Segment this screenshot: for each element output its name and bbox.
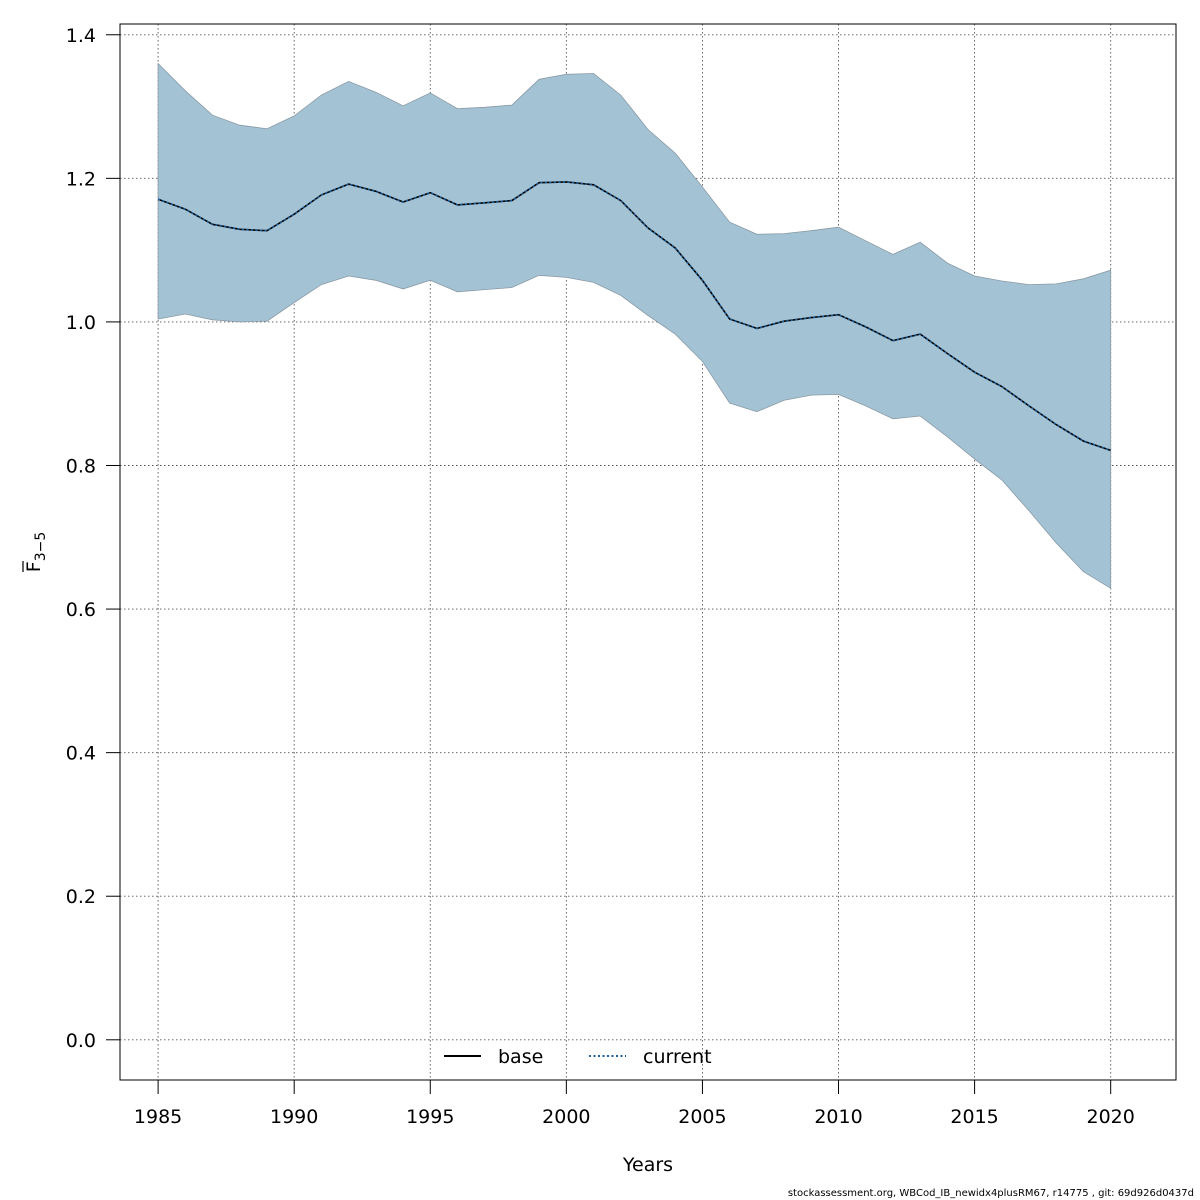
- x-tick-label: 1995: [406, 1106, 454, 1128]
- x-tick-label: 2005: [678, 1106, 726, 1128]
- y-tick-label: 1.4: [66, 25, 96, 47]
- y-axis: 0.0 0.2 0.4 0.6 0.8 1.0 1.2 1.4: [66, 25, 120, 1052]
- y-axis-title-sub: 3−5: [33, 532, 49, 562]
- legend-current-label: current: [643, 1046, 712, 1068]
- x-tick-label: 2015: [950, 1106, 998, 1128]
- y-axis-title-main: F: [23, 561, 45, 572]
- legend: base current: [444, 1046, 712, 1068]
- y-tick-label: 0.8: [66, 455, 96, 477]
- y-tick-label: 0.2: [66, 886, 96, 908]
- y-axis-title: F3−5: [22, 532, 49, 572]
- x-tick-label: 2000: [542, 1106, 590, 1128]
- footer-credit: stockassessment.org, WBCod_IB_newidx4plu…: [787, 1188, 1194, 1199]
- legend-base-label: base: [498, 1046, 543, 1068]
- x-tick-label: 1990: [270, 1106, 318, 1128]
- y-tick-label: 1.2: [66, 168, 96, 190]
- x-tick-label: 2020: [1087, 1106, 1135, 1128]
- y-tick-label: 1.0: [66, 312, 96, 334]
- series-line-current: [157, 180, 1111, 452]
- x-axis-title: Years: [622, 1154, 673, 1176]
- confidence-band: [157, 62, 1112, 590]
- svg-text:F3−5: F3−5: [23, 532, 49, 572]
- y-tick-label: 0.6: [66, 599, 96, 621]
- y-tick-label: 0.0: [66, 1030, 96, 1052]
- y-tick-label: 0.4: [66, 743, 96, 765]
- x-axis: 1985 1990 1995 2000 2005 2010 2015 2020: [134, 1080, 1135, 1128]
- x-tick-label: 2010: [814, 1106, 862, 1128]
- x-tick-label: 1985: [134, 1106, 182, 1128]
- plot-frame: [119, 23, 1177, 1081]
